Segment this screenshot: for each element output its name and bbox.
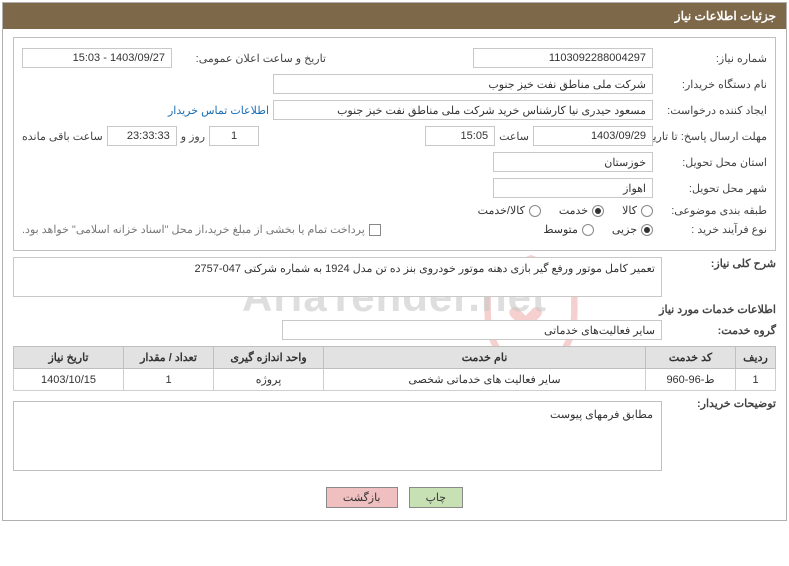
service-group-field: سایر فعالیت‌های خدماتی [282, 320, 662, 340]
announce-field: 1403/09/27 - 15:03 [22, 48, 172, 68]
cell-qty: 1 [124, 369, 214, 391]
requester-label: ایجاد کننده درخواست: [657, 104, 767, 117]
requester-field: مسعود حیدری نیا کارشناس خرید شرکت ملی من… [273, 100, 653, 120]
panel-title: جزئیات اطلاعات نیاز [3, 3, 786, 29]
deadline-label: مهلت ارسال پاسخ: تا تاریخ: [657, 130, 767, 143]
category-radio-group: کالا خدمت کالا/خدمت [478, 204, 653, 217]
service-group-label: گروه خدمت: [666, 324, 776, 337]
buyer-contact-link[interactable]: اطلاعات تماس خریدار [168, 104, 269, 117]
process-option-medium[interactable]: متوسط [543, 223, 594, 236]
th-row: ردیف [736, 347, 776, 369]
deadline-remain-label: ساعت باقی مانده [22, 130, 103, 143]
deadline-time-label: ساعت [499, 130, 529, 143]
deadline-days-label: روز و [181, 130, 205, 143]
print-button[interactable]: چاپ [409, 487, 464, 508]
category-option-both[interactable]: کالا/خدمت [478, 204, 541, 217]
deadline-countdown: 23:33:33 [107, 126, 177, 146]
process-option-minor[interactable]: جزیی [612, 223, 653, 236]
announce-label: تاریخ و ساعت اعلان عمومی: [176, 52, 326, 65]
city-label: شهر محل تحویل: [657, 182, 767, 195]
process-radio-group: جزیی متوسط [543, 223, 653, 236]
th-qty: تعداد / مقدار [124, 347, 214, 369]
th-unit: واحد اندازه گیری [214, 347, 324, 369]
category-option-service[interactable]: خدمت [559, 204, 604, 217]
deadline-days: 1 [209, 126, 259, 146]
province-field: خوزستان [493, 152, 653, 172]
th-code: کد خدمت [646, 347, 736, 369]
button-row: چاپ بازگشت [13, 477, 776, 512]
buyer-org-label: نام دستگاه خریدار: [657, 78, 767, 91]
th-name: نام خدمت [324, 347, 646, 369]
buyer-notes-box: مطابق فرمهای پیوست [13, 401, 662, 471]
cell-name: سایر فعالیت های خدماتی شخصی [324, 369, 646, 391]
cell-unit: پروژه [214, 369, 324, 391]
cell-date: 1403/10/15 [14, 369, 124, 391]
city-field: اهواز [493, 178, 653, 198]
service-info-title: اطلاعات خدمات مورد نیاز [13, 303, 776, 316]
services-table: ردیف کد خدمت نام خدمت واحد اندازه گیری ت… [13, 346, 776, 391]
need-number-field: 1103092288004297 [473, 48, 653, 68]
cell-idx: 1 [736, 369, 776, 391]
process-label: نوع فرآیند خرید : [657, 223, 767, 236]
cell-code: ط-96-960 [646, 369, 736, 391]
province-label: استان محل تحویل: [657, 156, 767, 169]
summary-field: تعمیر کامل موتور ورفع گیر بازی دهنه موتو… [13, 257, 662, 297]
details-panel: جزئیات اطلاعات نیاز AriaTender.net شماره… [2, 2, 787, 521]
deadline-time: 15:05 [425, 126, 495, 146]
category-option-goods[interactable]: کالا [622, 204, 653, 217]
need-number-label: شماره نیاز: [657, 52, 767, 65]
summary-label: شرح کلی نیاز: [666, 257, 776, 270]
treasury-checkbox[interactable] [369, 224, 381, 236]
main-info-box: شماره نیاز: 1103092288004297 تاریخ و ساع… [13, 37, 776, 251]
th-date: تاریخ نیاز [14, 347, 124, 369]
category-label: طبقه بندی موضوعی: [657, 204, 767, 217]
deadline-date: 1403/09/29 [533, 126, 653, 146]
buyer-notes-label: توضیحات خریدار: [666, 397, 776, 410]
back-button[interactable]: بازگشت [326, 487, 398, 508]
table-header-row: ردیف کد خدمت نام خدمت واحد اندازه گیری ت… [14, 347, 776, 369]
buyer-org-field: شرکت ملی مناطق نفت خیز جنوب [273, 74, 653, 94]
table-row: 1 ط-96-960 سایر فعالیت های خدماتی شخصی پ… [14, 369, 776, 391]
treasury-note: پرداخت تمام یا بخشی از مبلغ خرید،از محل … [22, 223, 365, 236]
